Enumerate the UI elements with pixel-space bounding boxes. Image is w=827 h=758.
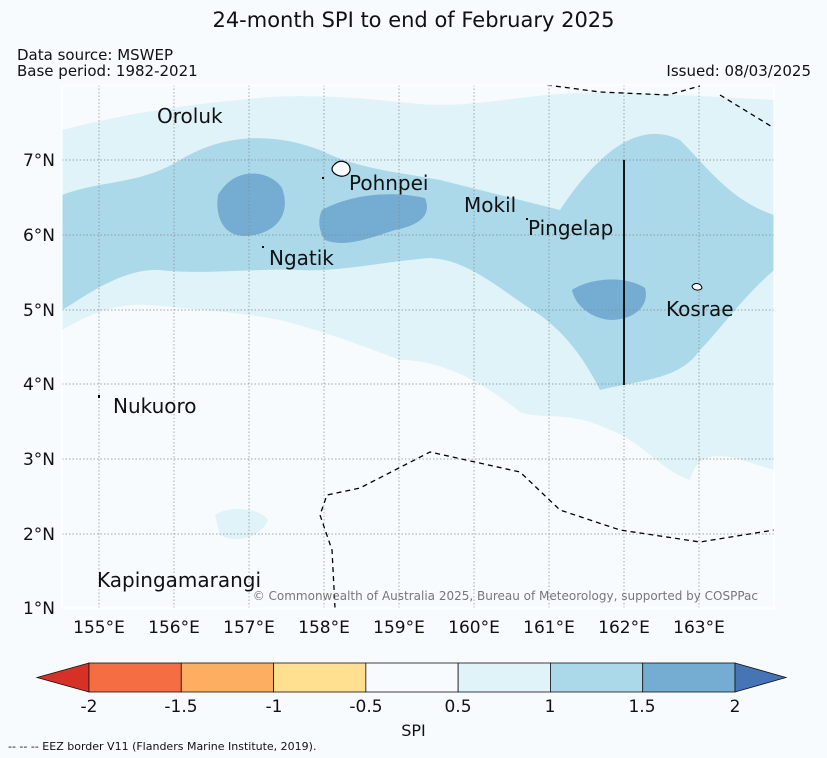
- copyright-text: © Commonwealth of Australia 2025, Bureau…: [253, 589, 758, 603]
- lat-label: 7°N: [23, 151, 55, 171]
- place-label-mokil: Mokil: [464, 193, 516, 217]
- place-label-ngatik: Ngatik: [269, 246, 334, 270]
- colorbar-segment: [550, 662, 644, 693]
- data-source-text: Data source: MSWEP: [17, 46, 174, 64]
- colorbar-segment: [642, 662, 736, 693]
- lat-label: 2°N: [23, 525, 55, 545]
- pohnpei-island-outline: [331, 160, 351, 177]
- lon-label: 156°E: [148, 618, 200, 638]
- colorbar-extend-low: [35, 662, 90, 693]
- issued-date-text: Issued: 08/03/2025: [666, 62, 811, 80]
- place-label-kosrae: Kosrae: [666, 297, 734, 321]
- colorbar-tick: 1.5: [628, 697, 655, 717]
- map-title: 24-month SPI to end of February 2025: [212, 8, 615, 32]
- colorbar-label: SPI: [401, 721, 426, 740]
- eez-footnote: -- -- -- EEZ border V11 (Flanders Marine…: [8, 740, 317, 753]
- lon-label: 162°E: [598, 618, 650, 638]
- spi-contour-fields: [62, 85, 774, 608]
- colorbar-tick: 1: [545, 697, 556, 717]
- spi-colorbar: [35, 662, 788, 693]
- kosrae-island-outline: [691, 283, 703, 291]
- lon-label: 158°E: [298, 618, 350, 638]
- mokil-marker: [526, 218, 528, 220]
- lon-label: 163°E: [673, 618, 725, 638]
- lat-label: 3°N: [23, 450, 55, 470]
- colorbar-segment: [273, 662, 367, 693]
- base-period-text: Base period: 1982-2021: [17, 62, 198, 80]
- lon-label: 160°E: [448, 618, 500, 638]
- place-label-pingelap: Pingelap: [528, 216, 613, 240]
- place-label-nukuoro: Nukuoro: [113, 394, 197, 418]
- colorbar-tick: -0.5: [349, 697, 382, 717]
- spi-band-1.5-2: [217, 173, 285, 236]
- ngatik-marker: [262, 246, 264, 248]
- lat-label: 1°N: [23, 599, 55, 619]
- colorbar-ticks: -2 -1.5 -1 -0.5 0.5 1 1.5 2: [81, 697, 741, 717]
- lon-label: 157°E: [223, 618, 275, 638]
- colorbar-tick: 0.5: [444, 697, 471, 717]
- lon-label: 159°E: [373, 618, 425, 638]
- colorbar-segment: [180, 662, 274, 693]
- colorbar-segment: [88, 662, 182, 693]
- colorbar-tick: -1: [266, 697, 283, 717]
- colorbar-segment: [457, 662, 551, 693]
- map-frame: [61, 84, 775, 609]
- colorbar-tick: -1.5: [164, 697, 197, 717]
- nukuoro-marker: [98, 395, 100, 398]
- place-label-oroluk: Oroluk: [157, 104, 223, 128]
- colorbar-segment: [365, 662, 459, 693]
- colorbar-tick: -2: [81, 697, 98, 717]
- lat-label: 6°N: [23, 226, 55, 246]
- oroluk-marker: [322, 177, 324, 179]
- place-label-pohnpei: Pohnpei: [349, 171, 429, 195]
- colorbar-tick: 2: [730, 697, 741, 717]
- eez-border-lines: [319, 84, 775, 609]
- colorbar-extend-high: [734, 662, 788, 693]
- lat-label: 5°N: [23, 301, 55, 321]
- lon-label: 155°E: [73, 618, 125, 638]
- lon-label: 161°E: [523, 618, 575, 638]
- lat-label: 4°N: [23, 375, 55, 395]
- place-label-kapingamarangi: Kapingamarangi: [97, 568, 261, 592]
